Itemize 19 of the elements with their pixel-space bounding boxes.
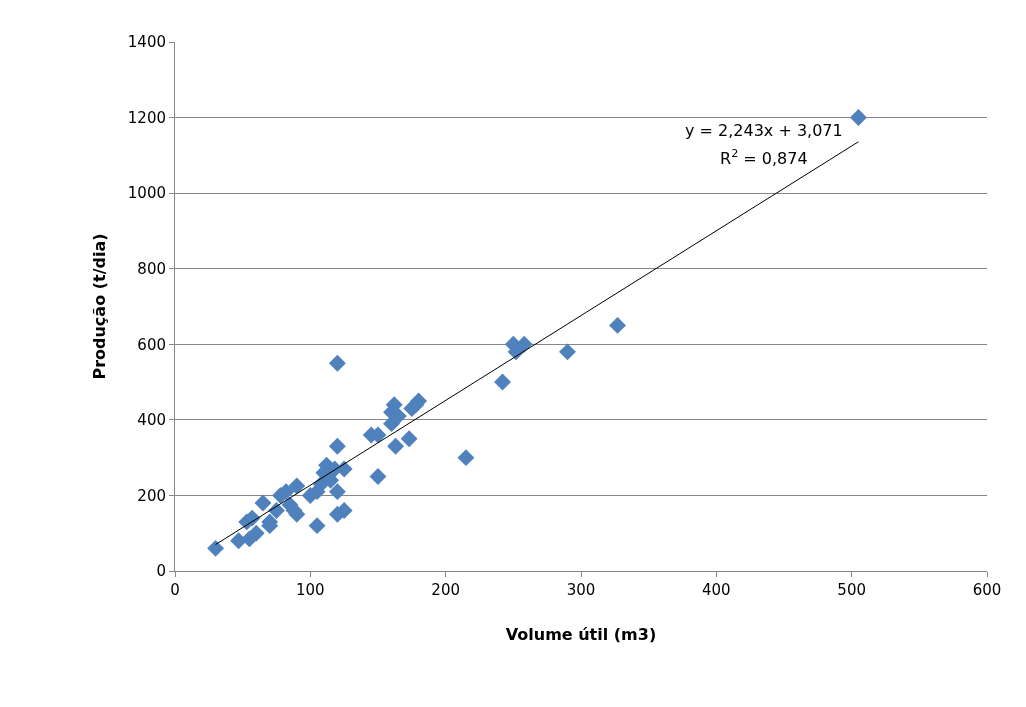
- y-tick-label: 800: [137, 259, 166, 278]
- y-tick-label: 1400: [127, 33, 166, 52]
- y-tick-label: 400: [137, 411, 166, 430]
- x-tick-label: 400: [702, 581, 731, 599]
- x-axis-title: Volume útil (m3): [505, 624, 657, 644]
- y-tick-label: 1200: [127, 108, 166, 127]
- x-tick-label: 200: [431, 581, 460, 599]
- y-tick-label: 200: [137, 486, 166, 505]
- annotation: R$^{2}$ = 0,874: [720, 147, 808, 168]
- x-tick-label: 600: [972, 581, 1002, 599]
- y-axis-title: Produção (t/dia): [89, 233, 109, 380]
- x-tick-label: 100: [296, 581, 325, 599]
- x-tick-label: 500: [837, 581, 866, 599]
- y-tick-label: 0: [156, 562, 166, 581]
- x-tick-label: 0: [170, 581, 180, 599]
- x-tick-label: 300: [566, 581, 596, 599]
- y-tick-label: 600: [137, 335, 166, 354]
- annotation: y = 2,243x + 3,071: [685, 121, 843, 140]
- y-tick-label: 1000: [127, 184, 166, 203]
